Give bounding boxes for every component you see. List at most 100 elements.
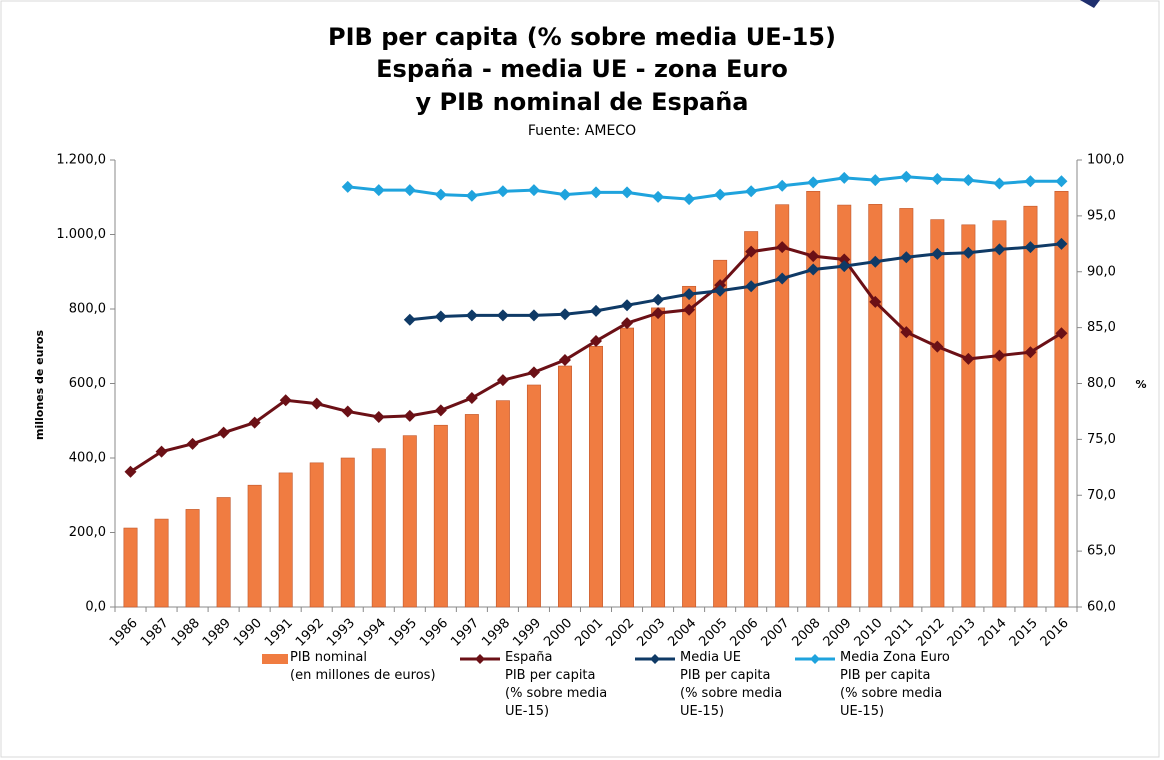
bar	[930, 219, 945, 608]
point-marker	[372, 184, 385, 197]
point-marker	[217, 426, 230, 439]
point-marker	[496, 185, 509, 198]
point-marker	[776, 179, 789, 192]
bar	[682, 285, 697, 608]
point-marker	[403, 184, 416, 197]
point-marker	[527, 184, 540, 197]
bar	[806, 190, 821, 608]
point-marker	[403, 409, 416, 422]
point-marker	[900, 170, 913, 183]
bar	[713, 259, 728, 608]
y2-tick-label: 100,0	[1087, 153, 1124, 168]
point-marker	[1055, 327, 1068, 340]
point-marker	[807, 250, 820, 263]
point-marker	[807, 176, 820, 189]
bar	[495, 400, 510, 608]
point-marker	[465, 392, 478, 405]
bar	[185, 509, 200, 608]
point-marker	[434, 188, 447, 201]
point-marker	[683, 288, 696, 301]
point-marker	[434, 404, 447, 417]
legend-swatch-marker	[650, 654, 660, 664]
point-marker	[590, 186, 602, 199]
y2-tick-label: 65,0	[1087, 544, 1116, 559]
point-marker	[341, 180, 354, 193]
y2-tick-label: 60,0	[1087, 600, 1116, 615]
chart-subtitle: y PIB nominal de España	[416, 88, 749, 116]
point-marker	[1024, 175, 1037, 188]
y2-tick-label: 90,0	[1087, 264, 1116, 279]
point-marker	[745, 280, 758, 293]
point-marker	[1055, 175, 1068, 188]
y-tick-label: 400,0	[69, 451, 106, 466]
point-marker	[776, 241, 789, 254]
point-marker	[931, 247, 944, 260]
bar	[837, 204, 852, 608]
series-line	[409, 242, 1062, 322]
point-marker	[745, 185, 758, 198]
bar	[433, 424, 448, 608]
y-tick-label: 0,0	[85, 600, 106, 615]
point-marker	[372, 411, 385, 424]
legend-swatch	[262, 654, 288, 664]
point-marker	[496, 374, 509, 387]
point-marker	[993, 177, 1006, 190]
bar	[340, 457, 355, 608]
point-marker	[869, 295, 882, 308]
point-marker	[1055, 237, 1068, 250]
point-marker	[465, 189, 478, 202]
point-marker	[403, 313, 416, 326]
point-marker	[527, 309, 540, 322]
point-marker	[900, 326, 913, 339]
legend-entry: Media UE PIB per capita (% sobre media U…	[680, 650, 783, 719]
y2-tick-label: 80,0	[1087, 376, 1116, 391]
point-marker	[590, 304, 602, 317]
point-marker	[621, 299, 634, 312]
bar	[123, 527, 138, 608]
bar	[961, 224, 976, 608]
bar	[1054, 190, 1069, 608]
legend-swatch-marker	[810, 654, 820, 664]
point-marker	[155, 445, 168, 458]
point-marker	[683, 193, 696, 206]
bar	[464, 414, 479, 608]
bar	[278, 472, 293, 608]
y-axis-title: millones de euros	[33, 330, 46, 440]
bar	[526, 384, 541, 608]
point-marker	[621, 186, 634, 199]
point-marker	[186, 437, 199, 450]
point-marker	[652, 293, 665, 306]
point-marker	[807, 263, 820, 276]
point-marker	[558, 354, 571, 367]
point-marker	[1024, 346, 1037, 359]
bar	[992, 220, 1007, 608]
point-marker	[962, 352, 975, 365]
y2-tick-label: 70,0	[1087, 488, 1116, 503]
bar	[557, 365, 572, 608]
point-marker	[962, 174, 975, 187]
point-marker	[341, 405, 354, 418]
chart-subtitle: España - media UE - zona Euro	[376, 55, 788, 83]
point-marker	[962, 246, 975, 259]
bar	[309, 462, 324, 608]
bar	[589, 345, 603, 608]
point-marker	[838, 260, 851, 273]
legend-swatch-marker	[475, 654, 485, 664]
point-marker	[621, 317, 634, 330]
corner-fragment	[1080, 0, 1100, 8]
point-marker	[496, 309, 509, 322]
point-marker	[776, 272, 789, 285]
bar	[744, 231, 759, 608]
bar	[651, 307, 666, 608]
y-tick-label: 200,0	[69, 525, 106, 540]
point-marker	[465, 309, 478, 322]
point-marker	[279, 394, 292, 407]
bar	[216, 497, 231, 608]
point-marker	[434, 310, 447, 323]
point-marker	[714, 284, 727, 297]
point-marker	[124, 465, 137, 478]
point-marker	[558, 308, 571, 321]
y-tick-label: 800,0	[69, 302, 106, 317]
point-marker	[931, 172, 944, 185]
